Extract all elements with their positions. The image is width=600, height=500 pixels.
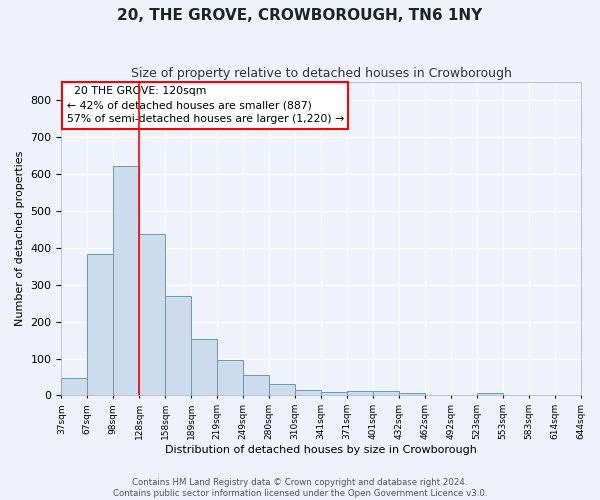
Bar [243, 375, 269, 396]
Bar [347, 391, 373, 396]
Bar [139, 234, 165, 396]
Bar [476, 393, 503, 396]
Bar [295, 390, 321, 396]
Bar [373, 392, 399, 396]
Bar [165, 296, 191, 396]
Bar [321, 392, 347, 396]
Bar [217, 360, 243, 396]
X-axis label: Distribution of detached houses by size in Crowborough: Distribution of detached houses by size … [165, 445, 477, 455]
Bar [61, 378, 88, 396]
Bar [269, 384, 295, 396]
Bar [399, 393, 425, 396]
Text: 20, THE GROVE, CROWBOROUGH, TN6 1NY: 20, THE GROVE, CROWBOROUGH, TN6 1NY [118, 8, 482, 22]
Title: Size of property relative to detached houses in Crowborough: Size of property relative to detached ho… [131, 68, 511, 80]
Bar [113, 166, 139, 396]
Text: Contains HM Land Registry data © Crown copyright and database right 2024.
Contai: Contains HM Land Registry data © Crown c… [113, 478, 487, 498]
Text: 20 THE GROVE: 120sqm
← 42% of detached houses are smaller (887)
57% of semi-deta: 20 THE GROVE: 120sqm ← 42% of detached h… [67, 86, 344, 124]
Y-axis label: Number of detached properties: Number of detached properties [15, 151, 25, 326]
Bar [88, 254, 113, 396]
Bar [191, 339, 217, 396]
